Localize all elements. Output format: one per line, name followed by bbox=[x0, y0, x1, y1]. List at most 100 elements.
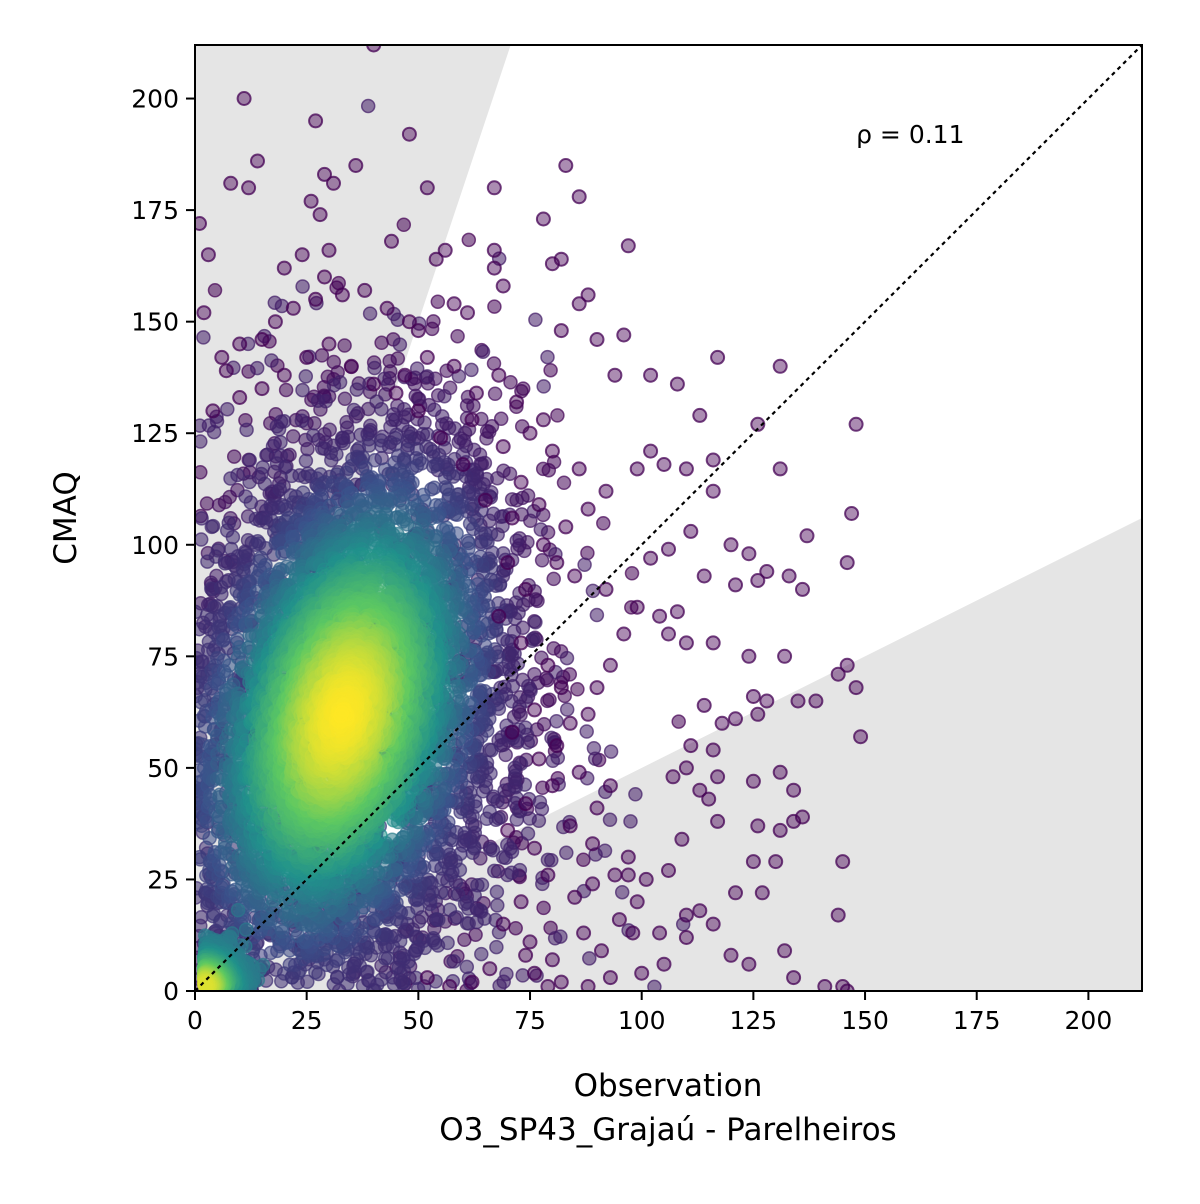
density-point bbox=[437, 388, 452, 404]
density-point bbox=[507, 760, 523, 776]
density-point bbox=[623, 814, 638, 829]
density-point bbox=[546, 571, 561, 587]
density-point bbox=[362, 306, 378, 321]
density-point bbox=[196, 330, 211, 345]
density-point bbox=[230, 467, 245, 483]
density-point bbox=[450, 328, 465, 344]
density-point bbox=[543, 362, 558, 378]
density-point bbox=[589, 607, 605, 623]
density-point bbox=[207, 283, 223, 298]
density-point bbox=[500, 867, 515, 883]
density-point bbox=[479, 431, 494, 446]
shaded-region-lower bbox=[195, 518, 1142, 991]
density-point bbox=[459, 959, 475, 975]
density-point bbox=[242, 474, 257, 490]
density-point bbox=[489, 884, 505, 900]
density-point bbox=[374, 972, 389, 987]
density-point bbox=[515, 968, 530, 983]
density-point bbox=[298, 369, 314, 384]
density-point bbox=[318, 393, 333, 409]
density-point bbox=[559, 650, 575, 666]
density-point bbox=[534, 553, 550, 568]
density-point bbox=[489, 939, 504, 955]
density-point bbox=[409, 361, 425, 376]
density-point bbox=[337, 391, 353, 407]
density-point bbox=[220, 401, 235, 417]
density-point bbox=[295, 279, 310, 294]
density-point bbox=[495, 850, 511, 865]
density-point bbox=[602, 812, 618, 828]
density-point bbox=[503, 375, 518, 390]
density-point bbox=[360, 98, 376, 114]
density-point bbox=[427, 402, 442, 417]
density-point bbox=[504, 492, 520, 507]
density-point bbox=[430, 294, 446, 309]
density-point bbox=[226, 449, 242, 464]
density-point bbox=[524, 633, 540, 649]
density-point bbox=[337, 338, 352, 353]
density-point bbox=[588, 847, 603, 862]
density-point bbox=[251, 536, 267, 551]
density-point bbox=[556, 475, 572, 491]
density-point bbox=[544, 730, 559, 746]
density-point bbox=[374, 335, 389, 351]
density-point bbox=[366, 911, 381, 926]
density-point bbox=[528, 614, 543, 630]
density-point bbox=[507, 795, 523, 811]
density-point bbox=[536, 900, 551, 916]
density-point bbox=[195, 434, 208, 449]
density-point bbox=[518, 693, 534, 709]
density-point bbox=[497, 783, 512, 798]
density-point bbox=[533, 522, 549, 537]
density-point bbox=[470, 877, 485, 893]
density-point bbox=[213, 579, 229, 595]
density-point bbox=[559, 702, 575, 717]
density-point bbox=[243, 495, 259, 510]
density-point bbox=[326, 378, 342, 393]
density-point bbox=[285, 429, 301, 444]
density-point bbox=[540, 852, 556, 868]
density-point bbox=[442, 902, 458, 917]
density-point bbox=[586, 740, 602, 756]
density-point bbox=[474, 536, 489, 552]
density-point bbox=[294, 413, 310, 429]
density-point bbox=[349, 382, 365, 397]
density-point bbox=[579, 724, 594, 739]
density-point bbox=[603, 744, 619, 759]
density-point bbox=[433, 884, 449, 900]
density-point bbox=[486, 506, 501, 521]
density-point bbox=[439, 363, 454, 379]
density-point bbox=[520, 826, 536, 841]
density-point bbox=[547, 931, 563, 946]
density-point bbox=[457, 932, 472, 948]
density-cloud bbox=[195, 98, 691, 991]
density-point bbox=[464, 362, 479, 378]
density-point bbox=[290, 928, 306, 943]
density-point bbox=[475, 344, 491, 359]
density-point bbox=[491, 733, 506, 748]
density-point bbox=[408, 929, 424, 945]
density-point bbox=[509, 533, 524, 548]
density-point bbox=[336, 436, 351, 451]
density-point bbox=[671, 714, 686, 729]
density-point bbox=[546, 641, 561, 656]
density-point bbox=[366, 924, 382, 940]
density-point bbox=[230, 902, 246, 918]
density-point bbox=[509, 812, 525, 827]
density-point bbox=[490, 898, 505, 913]
density-point bbox=[329, 446, 344, 462]
density-point bbox=[298, 453, 314, 469]
density-point bbox=[271, 422, 287, 437]
density-point bbox=[487, 299, 502, 314]
density-point bbox=[238, 922, 254, 937]
density-point bbox=[461, 232, 477, 248]
density-point bbox=[614, 884, 630, 900]
density-point bbox=[447, 421, 463, 436]
density-point bbox=[205, 518, 221, 534]
density-point bbox=[346, 402, 362, 418]
density-point bbox=[377, 951, 393, 966]
density-point bbox=[496, 661, 511, 677]
density-point bbox=[483, 841, 498, 857]
density-point bbox=[596, 516, 611, 531]
